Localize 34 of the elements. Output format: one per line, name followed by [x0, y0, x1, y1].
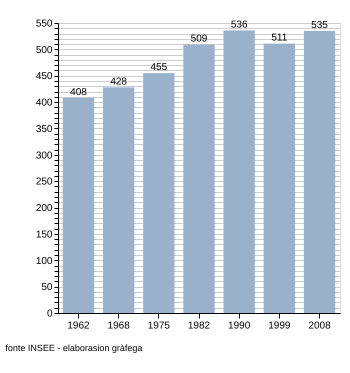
x-tick-label: 1962	[67, 320, 90, 332]
x-tick-label: 1975	[148, 320, 170, 332]
bar	[183, 44, 215, 313]
y-tick-label: 350	[36, 124, 53, 135]
y-tick-label: 0	[46, 308, 53, 320]
data-label: 509	[190, 34, 208, 45]
x-tick-label: 2008	[308, 320, 332, 332]
y-tick-label: 250	[36, 176, 53, 188]
y-tick-label: 300	[36, 150, 53, 162]
x-tick-label: 1982	[188, 320, 211, 332]
bar	[304, 30, 336, 313]
bar	[102, 87, 134, 313]
data-label: 428	[110, 76, 128, 88]
y-tick-label: 200	[36, 203, 53, 214]
data-label: 408	[70, 86, 88, 98]
y-tick-label: 450	[36, 71, 53, 82]
x-tick-label: 1968	[108, 320, 130, 332]
data-label: 511	[271, 32, 288, 44]
bar	[224, 30, 255, 313]
y-tick-label: 100	[36, 256, 53, 267]
source-note: fonte INSEE - elaborasion gràfega	[5, 343, 142, 353]
data-label: 535	[311, 20, 328, 31]
bar	[143, 73, 174, 313]
bar	[62, 98, 94, 313]
y-tick-label: 50	[41, 282, 53, 294]
y-tick-label: 150	[36, 229, 53, 240]
x-tick-label: 1990	[228, 320, 251, 332]
x-tick-label: 1999	[268, 320, 291, 332]
y-tick-label: 550	[36, 18, 53, 30]
y-tick-label: 400	[36, 98, 53, 109]
y-tick-label: 500	[36, 44, 53, 56]
data-label: 455	[150, 62, 168, 74]
bar	[264, 44, 296, 313]
data-label: 536	[230, 19, 248, 30]
